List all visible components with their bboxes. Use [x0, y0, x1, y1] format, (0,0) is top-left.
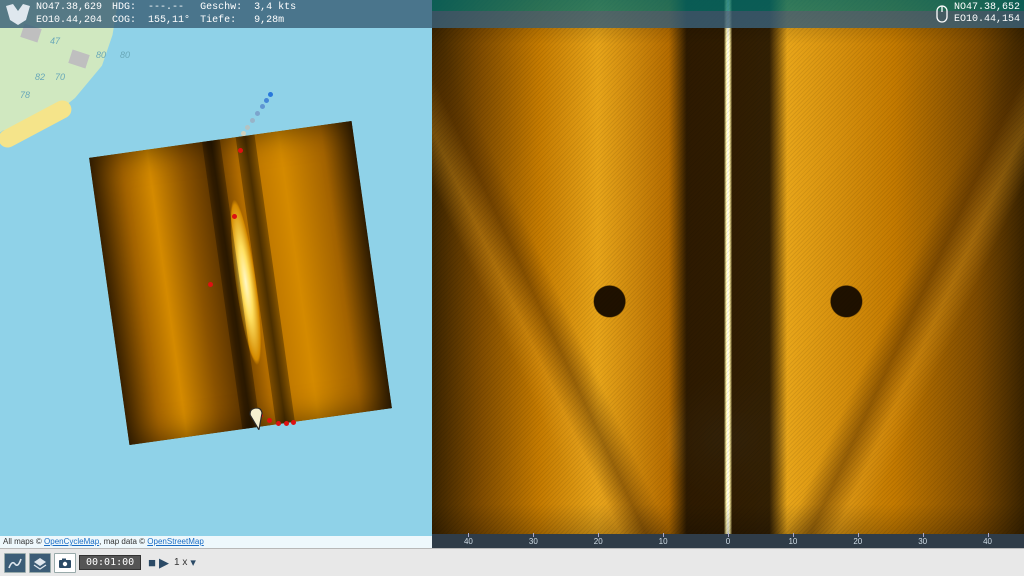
map-panel[interactable]: 50808070827847 NO47.38,629 EO10.44,204 H… — [0, 0, 432, 548]
playback-timecode: 00:01:00 — [79, 555, 141, 570]
depth-reading: 70 — [55, 72, 65, 82]
depth-reading: 47 — [50, 36, 60, 46]
scale-tick: 20 — [566, 537, 631, 546]
app-logo-icon — [4, 2, 32, 26]
track-dot — [276, 421, 281, 426]
track-dot — [267, 418, 272, 423]
sonar-waterfall-image — [432, 0, 1024, 548]
mouse-icon — [936, 5, 948, 23]
map-attribution: All maps © OpenCycleMap, map data © Open… — [0, 536, 432, 548]
track-dot — [284, 421, 289, 426]
track-dot — [268, 92, 273, 97]
depth-reading: 80 — [120, 50, 130, 60]
track-dot — [255, 111, 260, 116]
sonar-cursor-coords: NO47.38,652 EO10.44,154 — [954, 2, 1020, 26]
scale-tick: 30 — [890, 537, 955, 546]
track-dot — [241, 131, 246, 136]
play-button[interactable]: ▶ — [159, 555, 169, 571]
toolbar-map-button[interactable] — [4, 553, 26, 573]
map-header-coords: NO47.38,629 EO10.44,204 — [36, 1, 102, 27]
track-dot — [232, 214, 237, 219]
scale-tick: 10 — [631, 537, 696, 546]
attribution-link-osm[interactable]: OpenStreetMap — [147, 537, 203, 546]
sonar-header-bar: NO47.38,652 EO10.44,154 — [432, 0, 1024, 28]
scale-tick: 40 — [436, 537, 501, 546]
track-dot — [250, 118, 255, 123]
map-header-heading: HDG: ---.-- COG: 155,11° — [112, 1, 190, 27]
playback-controls: ■ ▶ 1 x ▾ — [148, 555, 196, 571]
scale-tick: 30 — [501, 537, 566, 546]
playback-speed: 1 x — [174, 557, 187, 568]
track-dot — [264, 98, 269, 103]
toolbar-snapshot-button[interactable] — [54, 553, 76, 573]
map-header-speed-depth: Geschw: 3,4 kts Tiefe: 9,28m — [200, 1, 296, 27]
track-dot — [260, 104, 265, 109]
track-dot — [208, 282, 213, 287]
track-dot — [291, 420, 296, 425]
scale-tick: 10 — [760, 537, 825, 546]
depth-reading: 78 — [20, 90, 30, 100]
toolbar-layers-button[interactable] — [29, 553, 51, 573]
depth-reading: 80 — [96, 50, 106, 60]
depth-reading: 82 — [35, 72, 45, 82]
scale-tick: 0 — [696, 537, 761, 546]
sonar-range-scale: 40302010010203040 — [432, 534, 1024, 548]
sonar-map-overlay — [89, 121, 392, 445]
track-dot — [238, 148, 243, 153]
playback-toolbar: 00:01:00 ■ ▶ 1 x ▾ — [0, 548, 1024, 576]
track-dot — [245, 125, 250, 130]
map-header-bar: NO47.38,629 EO10.44,204 HDG: ---.-- COG:… — [0, 0, 432, 28]
scale-tick: 40 — [955, 537, 1020, 546]
attribution-link-ocm[interactable]: OpenCycleMap — [44, 537, 99, 546]
sonar-panel[interactable]: NO47.38,652 EO10.44,154 4030201001020304… — [432, 0, 1024, 548]
stop-button[interactable]: ■ — [148, 555, 156, 570]
speed-menu-button[interactable]: ▾ — [190, 556, 196, 569]
scale-tick: 20 — [825, 537, 890, 546]
